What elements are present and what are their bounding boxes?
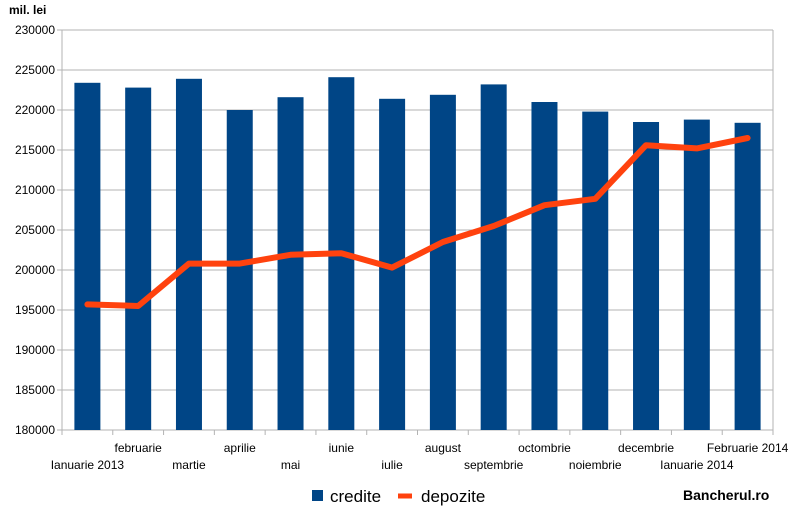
credite-bar (683, 119, 710, 430)
y-tick-label: 190000 (15, 343, 55, 357)
x-tick-label: iulie (381, 458, 403, 472)
y-tick-label: 200000 (15, 263, 55, 277)
grid-lines (57, 29, 774, 435)
x-tick-label: Februarie 2014 (707, 441, 789, 455)
y-tick-label: 180000 (15, 423, 55, 437)
x-tick-label: Ianuarie 2013 (51, 458, 125, 472)
y-tick-label: 210000 (15, 183, 55, 197)
credite-bar (74, 82, 101, 431)
legend: credite depozite (312, 487, 485, 506)
credite-bar (480, 84, 507, 431)
depozite-line (84, 135, 751, 309)
legend-label-credite: credite (330, 487, 381, 506)
credite-bar (226, 110, 253, 430)
x-tick-label: noiembrie (569, 458, 622, 472)
x-tick-label: octombrie (518, 441, 571, 455)
x-tick-label: februarie (114, 441, 162, 455)
credite-bar (734, 122, 761, 431)
legend-label-depozite: depozite (421, 487, 485, 506)
x-axis-ticks: Ianuarie 2013 februarie martie aprilie mai iu… (51, 441, 789, 472)
x-tick-label: septembrie (464, 458, 524, 472)
y-tick-label: 225000 (15, 63, 55, 77)
legend-swatch-credite (312, 490, 323, 501)
x-tick-label: decembrie (618, 441, 674, 455)
y-tick-label: 205000 (15, 223, 55, 237)
x-tick-label: aprilie (224, 441, 256, 455)
credite-bar (582, 111, 609, 430)
y-axis-ticks: 180000 185000 190000 195000 200000 205000 2100… (15, 23, 55, 437)
x-tick-label: Ianuarie 2014 (660, 458, 734, 472)
credite-bar (429, 94, 456, 431)
y-tick-label: 230000 (15, 23, 55, 37)
credite-bar (125, 87, 152, 430)
y-tick-label: 185000 (15, 383, 55, 397)
y-tick-label: 220000 (15, 103, 55, 117)
x-tick-label: august (425, 441, 462, 455)
y-tick-label: 215000 (15, 143, 55, 157)
brand-watermark: Bancherul.ro (683, 487, 769, 503)
credite-bar (175, 78, 202, 431)
y-tick-label: 195000 (15, 303, 55, 317)
x-tick-label: mai (281, 458, 300, 472)
credite-bars (74, 77, 761, 431)
x-tick-label: iunie (329, 441, 355, 455)
credite-bar (633, 122, 660, 430)
x-tick-label: martie (172, 458, 206, 472)
credite-bar (277, 97, 304, 430)
y-axis-unit-label: mil. lei (9, 3, 46, 17)
credite-bar (531, 102, 558, 430)
